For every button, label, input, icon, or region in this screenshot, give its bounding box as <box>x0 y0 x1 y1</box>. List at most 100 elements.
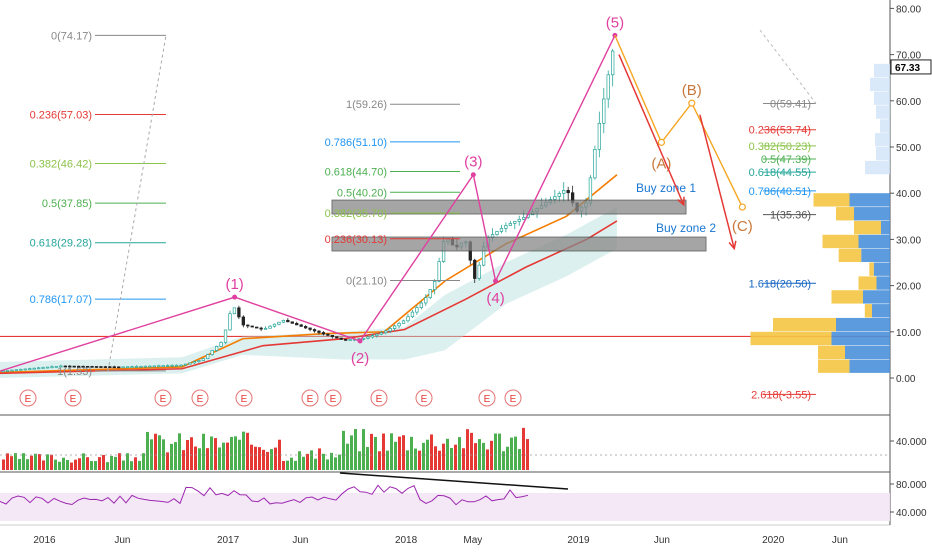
candle-body <box>317 330 321 333</box>
volume-bar <box>510 437 513 470</box>
volume-bar <box>518 449 521 470</box>
earnings-marker <box>301 389 319 407</box>
volume-bar <box>166 452 169 470</box>
volume-bar <box>134 457 137 470</box>
volume-bar <box>494 433 497 470</box>
candle-body <box>23 368 27 371</box>
fib-level-label: 0.786(40.51) <box>749 186 811 198</box>
fib-trend-line <box>107 35 167 372</box>
volume-bar <box>122 460 125 470</box>
candle-body <box>522 216 526 220</box>
volume-bar <box>198 448 201 470</box>
volume-bar <box>374 436 377 470</box>
candle-body <box>179 364 183 367</box>
volume-bar <box>282 460 285 470</box>
volume-profile-bar <box>818 345 845 360</box>
volume-bar <box>230 436 233 470</box>
candle-body <box>388 328 392 332</box>
volume-bar <box>414 448 417 470</box>
rsi-tick-label: 80.000 <box>896 480 927 491</box>
volume-bar <box>162 439 165 470</box>
buy-zone-label: Buy zone 2 <box>656 221 716 235</box>
candle-body <box>513 221 517 224</box>
candle-body <box>90 366 94 368</box>
volume-bar <box>330 452 333 470</box>
fib-level-label: 1(1.53) <box>57 366 92 378</box>
volume-bar <box>250 444 253 470</box>
candle-body <box>108 366 112 369</box>
fib-level-label: 0.382(35.70) <box>325 208 387 220</box>
volume-bar <box>450 447 453 470</box>
impulse-wave-line <box>0 35 616 372</box>
earnings-marker-label: E <box>376 394 383 405</box>
earnings-marker <box>478 389 496 407</box>
candle-body <box>183 363 188 366</box>
volume-bar <box>310 450 313 470</box>
volume-bar <box>74 459 77 470</box>
volume-bar <box>382 433 385 470</box>
earnings-marker <box>19 389 37 407</box>
candle-body <box>339 337 343 340</box>
volume-bar <box>54 459 57 470</box>
candle-body <box>428 289 432 298</box>
time-label: 2018 <box>395 535 418 546</box>
volume-profile-bar <box>880 119 890 133</box>
volume-bar <box>154 433 157 470</box>
volume-profile-bar <box>876 276 890 290</box>
price-tick-label: 20.00 <box>896 282 921 293</box>
volume-bar <box>394 441 397 470</box>
candle-body <box>219 341 223 347</box>
earnings-marker-label: E <box>70 394 77 405</box>
volume-bar <box>462 448 465 470</box>
candle-body <box>335 336 339 339</box>
volume-profile-bar <box>858 234 890 249</box>
candle-body <box>562 190 566 194</box>
candle-body <box>59 365 63 368</box>
candle-body <box>406 316 410 322</box>
projection-arrow <box>618 54 685 206</box>
volume-bar <box>190 437 193 470</box>
candle-body <box>103 366 108 368</box>
volume-bar <box>214 438 217 470</box>
volume-profile-bar <box>849 193 890 207</box>
volume-bar <box>270 449 273 470</box>
candle-body <box>63 365 67 368</box>
earnings-marker-label: E <box>510 394 517 405</box>
candle-body <box>241 316 245 326</box>
earnings-marker <box>370 389 388 407</box>
candle-body <box>308 327 312 330</box>
volume-profile-bar <box>872 304 890 318</box>
volume-bar <box>238 439 241 470</box>
volume-bar <box>146 431 149 470</box>
volume-bar <box>334 457 337 470</box>
volume-profile-bar <box>865 160 890 175</box>
volume-profile-bar <box>864 304 872 318</box>
wave-point <box>738 203 746 211</box>
candle-body <box>477 264 481 279</box>
candle-body <box>326 333 330 336</box>
volume-profile-bar <box>836 207 854 221</box>
volume-bar <box>210 436 213 470</box>
candle-body <box>250 325 254 328</box>
volume-bar <box>234 436 237 470</box>
wave-label: (C) <box>732 218 753 235</box>
candle-body <box>290 321 294 324</box>
earnings-marker <box>324 389 342 407</box>
volume-profile-bar <box>875 133 890 147</box>
volume-bar <box>426 439 429 470</box>
candle-body <box>68 365 72 368</box>
candle-body <box>174 364 179 367</box>
candle-body <box>557 193 561 197</box>
volume-bar <box>434 446 437 470</box>
volume-bar <box>522 427 525 470</box>
volume-bar <box>58 461 61 470</box>
time-label: Jun <box>654 535 670 546</box>
volume-bar <box>350 435 353 470</box>
fib-level-label: 0.618(44.70) <box>325 166 387 178</box>
volume-profile-bar <box>881 220 890 235</box>
earnings-marker <box>64 389 82 407</box>
candle-body <box>54 365 59 368</box>
